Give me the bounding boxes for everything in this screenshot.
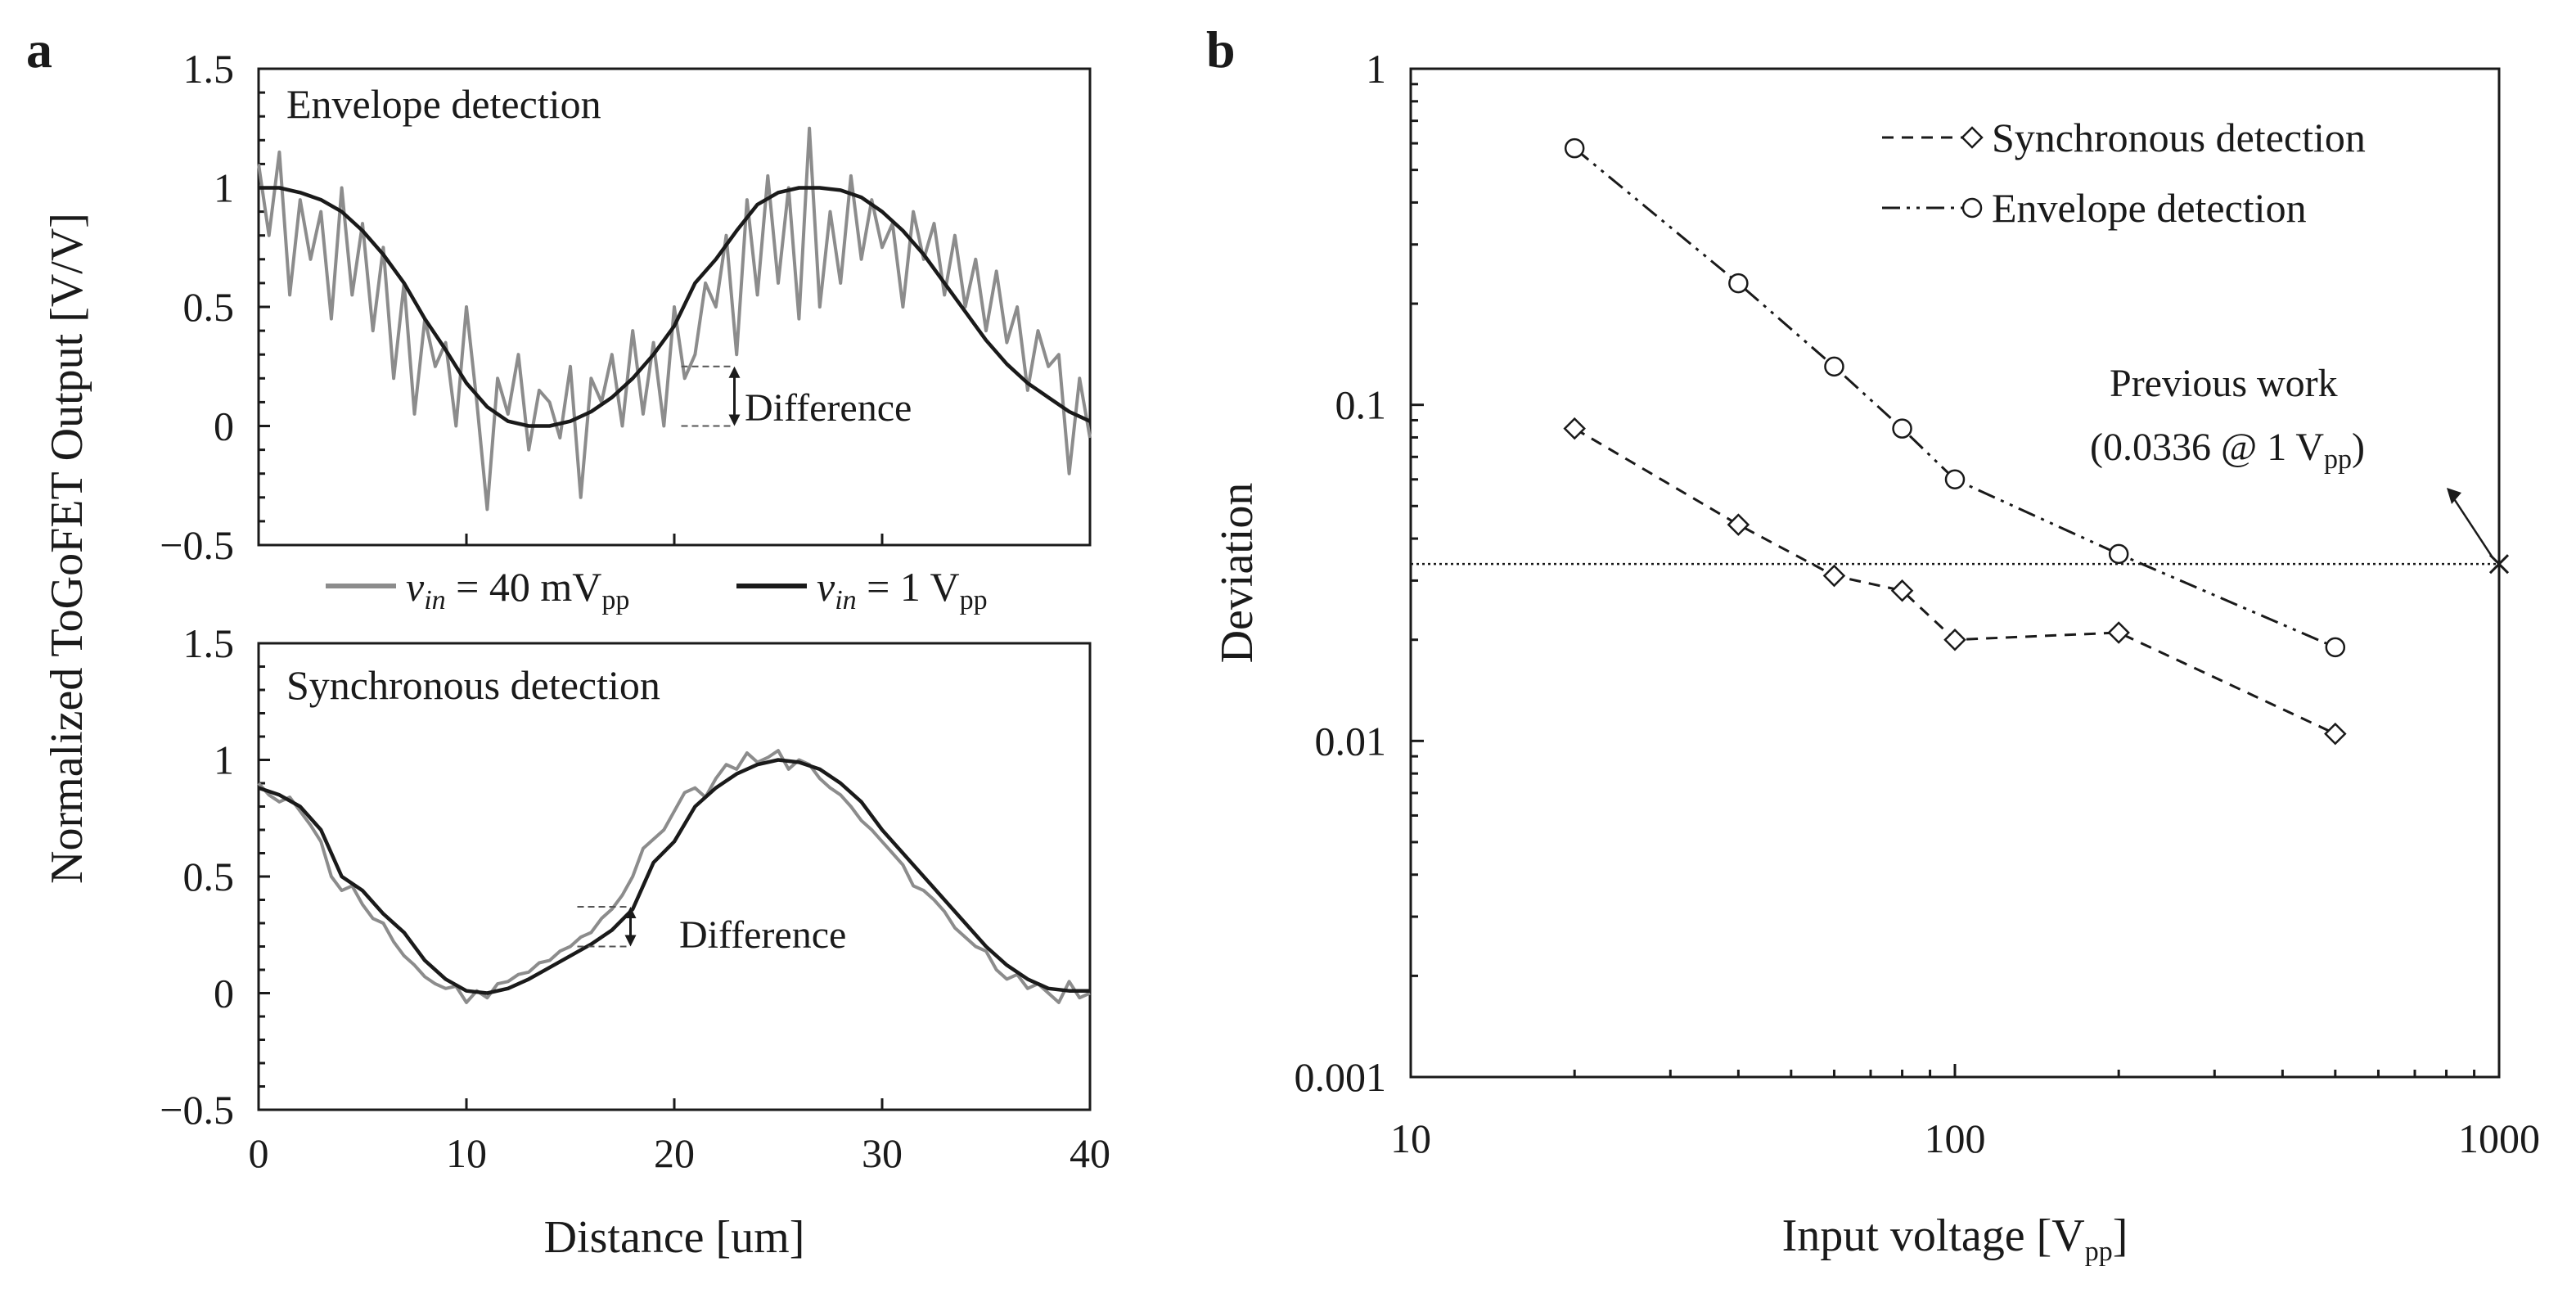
envelope-difference-marker bbox=[681, 365, 741, 427]
synchronous-xtick-label: 0 bbox=[249, 1130, 269, 1176]
panel-a-ylabel: Normalized ToGoFET Output [V/V] bbox=[42, 213, 92, 884]
previous-work-reference bbox=[1411, 488, 2510, 575]
synchronous-plot: −0.5 0 0.5 1 1.5 0 10 20 30 40 Synchronous detect… bbox=[160, 620, 1110, 1176]
synchronous-point bbox=[1943, 628, 1966, 651]
envelope-ytick-label: −0.5 bbox=[160, 522, 234, 568]
synchronous-point bbox=[1822, 564, 1846, 588]
synchronous-point bbox=[1727, 513, 1750, 536]
synchronous-diff-arrow-head-down bbox=[624, 935, 637, 947]
envelope-point bbox=[1728, 273, 1749, 294]
synchronous-plot-frame bbox=[257, 642, 1092, 1111]
envelope-series-1v-line bbox=[259, 186, 1091, 428]
previous-work-label: Previous work bbox=[2110, 362, 2338, 405]
deviation-ytick-label: 0.1 bbox=[1335, 382, 1387, 428]
synchronous-ytick-label: 0 bbox=[214, 971, 234, 1016]
synchronous-difference-label: Difference bbox=[679, 913, 846, 957]
envelope-plot-title: Envelope detection bbox=[286, 81, 601, 127]
envelope-ytick-label: 0.5 bbox=[183, 284, 235, 330]
legend-envelope-marker bbox=[1961, 197, 1983, 219]
synchronous-point bbox=[2107, 621, 2130, 644]
deviation-ytick-label: 1 bbox=[1366, 46, 1386, 92]
deviation-ytick-label: 0.01 bbox=[1315, 718, 1387, 764]
envelope-series-40mv-line bbox=[257, 126, 1092, 512]
panel-b-ylabel: Deviation bbox=[1212, 483, 1263, 664]
envelope-plot-series bbox=[257, 126, 1092, 512]
envelope-ytick-label: 1 bbox=[214, 165, 234, 211]
envelope-ytick-label: 0 bbox=[214, 403, 234, 449]
envelope-difference-label: Difference bbox=[745, 386, 912, 430]
previous-work-marker bbox=[2488, 554, 2510, 575]
legend-label-1v: vin = 1 Vpp bbox=[817, 564, 988, 615]
legend-synchronous-marker bbox=[1961, 126, 1984, 149]
synchronous-series-1v-line bbox=[258, 758, 1090, 995]
synchronous-ytick-label: 1.5 bbox=[183, 620, 235, 666]
panel-label-b: b bbox=[1206, 20, 1236, 79]
envelope-point bbox=[2325, 637, 2346, 658]
panel-b-xlabel: Input voltage [Vpp] bbox=[1782, 1210, 2128, 1267]
envelope-point bbox=[1944, 469, 1966, 490]
deviation-plot-legend: Synchronous detection Envelope detection bbox=[1882, 115, 2366, 231]
legend-label-40mv: vin = 40 mVpp bbox=[406, 564, 629, 615]
deviation-plot-ticks: 0.001 0.01 0.1 1 10 100 1000 bbox=[1295, 46, 2541, 1161]
envelope-plot: −0.5 0 0.5 1 1.5 Envelope detection Differen… bbox=[160, 46, 1092, 568]
synchronous-ytick-label: 0.5 bbox=[183, 854, 235, 899]
synchronous-xtick-label: 10 bbox=[446, 1130, 487, 1176]
deviation-plot-series bbox=[1563, 137, 2347, 746]
synchronous-ytick-label: 1 bbox=[214, 737, 234, 783]
deviation-plot: 0.001 0.01 0.1 1 10 100 1000 Synchronous detec… bbox=[1295, 46, 2541, 1161]
legend-envelope-label: Envelope detection bbox=[1992, 185, 2307, 231]
envelope-point bbox=[1824, 356, 1844, 377]
legend-synchronous-label: Synchronous detection bbox=[1992, 115, 2366, 160]
envelope-diff-arrow-head-up bbox=[728, 366, 741, 378]
envelope-diff-arrow-head-down bbox=[728, 414, 741, 426]
synchronous-plot-title: Synchronous detection bbox=[286, 662, 660, 708]
synchronous-point bbox=[2324, 722, 2347, 746]
panel-a-legend: vin = 40 mVpp vin = 1 Vpp bbox=[326, 564, 988, 615]
envelope-point bbox=[2108, 543, 2129, 565]
synchronous-xtick-label: 40 bbox=[1070, 1130, 1110, 1176]
synchronous-xtick-label: 30 bbox=[862, 1130, 903, 1176]
envelope-ytick-label: 1.5 bbox=[183, 46, 235, 92]
synchronous-difference-marker bbox=[577, 906, 637, 948]
synchronous-ytick-label: −0.5 bbox=[160, 1087, 234, 1133]
synchronous-plot-series bbox=[257, 749, 1091, 1004]
previous-work-arrow-shaft bbox=[2448, 492, 2494, 558]
panel-label-a: a bbox=[26, 20, 52, 79]
envelope-plot-y-ticks: −0.5 0 0.5 1 1.5 bbox=[160, 46, 1092, 568]
deviation-xtick-label: 10 bbox=[1390, 1115, 1431, 1161]
panel-a-xlabel: Distance [um] bbox=[544, 1212, 805, 1263]
deviation-xtick-label: 100 bbox=[1925, 1115, 1986, 1161]
deviation-ytick-label: 0.001 bbox=[1295, 1054, 1387, 1100]
deviation-plot-frame bbox=[1409, 67, 2501, 1079]
synchronous-series-40mv-line bbox=[257, 749, 1091, 1004]
synchronous-point bbox=[1890, 579, 1914, 602]
envelope-point bbox=[1892, 418, 1912, 439]
synchronous-xtick-label: 20 bbox=[654, 1130, 695, 1176]
previous-work-value: (0.0336 @ 1 Vpp) bbox=[2090, 426, 2365, 475]
synchronous-diff-arrow-head-up bbox=[624, 907, 637, 919]
deviation-xtick-label: 1000 bbox=[2458, 1115, 2540, 1161]
previous-work-arrow-head bbox=[2447, 488, 2461, 504]
synchronous-plot-ticks: −0.5 0 0.5 1 1.5 0 10 20 30 40 bbox=[160, 620, 1110, 1176]
synchronous-point bbox=[1563, 417, 1586, 440]
envelope-point bbox=[1564, 137, 1585, 159]
